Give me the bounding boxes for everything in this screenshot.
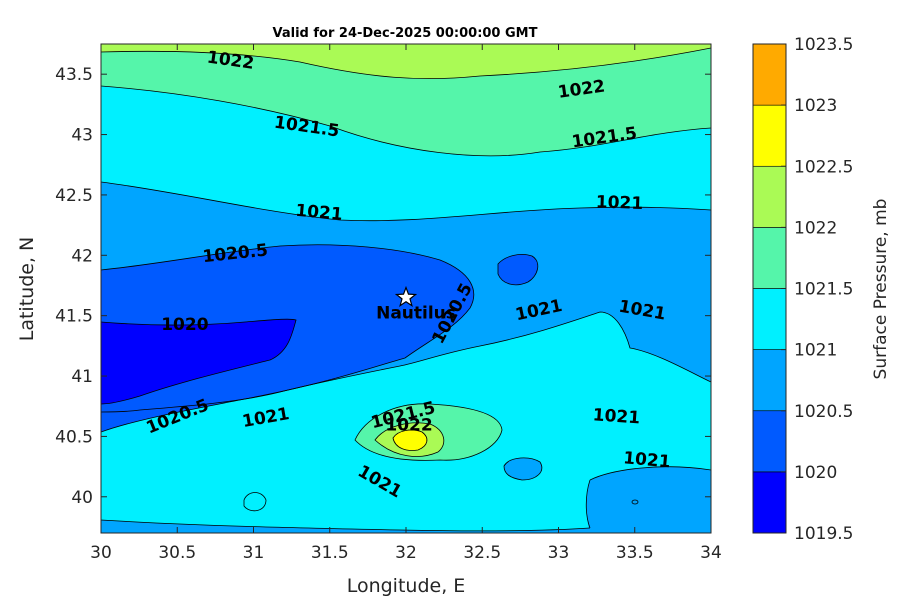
colorbar-tick-label: 1020 (794, 463, 837, 483)
y-tick-label: 40 (71, 488, 93, 508)
station-label: Nautilus (376, 304, 456, 324)
band-1019_5-west-low (101, 319, 296, 404)
y-tick-label: 43.5 (55, 65, 93, 85)
x-tick-label: 31 (243, 543, 265, 563)
band-1022_5-core (393, 430, 427, 451)
contour-label: 1021 (595, 192, 643, 214)
colorbar-segment (752, 288, 787, 350)
x-axis-ticks: 30 30.5 31 31.5 32 32.5 33 33.5 34 (90, 44, 722, 563)
chart-title: Valid for 24-Dec-2025 00:00:00 GMT (273, 26, 538, 41)
colorbar-tick-label: 1019.5 (794, 524, 853, 544)
contour-label: 1021 (592, 405, 641, 428)
colorbar-tick-label: 1023.5 (794, 35, 853, 55)
contour-label: 1020 (161, 315, 208, 335)
colorbar-segment (752, 410, 787, 473)
band-1020_5-south-strip (101, 520, 590, 533)
band-1020_5-southeast (586, 466, 711, 533)
y-tick-label: 41.5 (55, 307, 93, 327)
x-tick-label: 34 (700, 543, 722, 563)
contour-line-layer (101, 47, 711, 532)
colorbar-tick-label: 1020.5 (794, 402, 853, 422)
x-tick-label: 30.5 (158, 543, 196, 563)
colorbar-tick-label: 1023 (794, 96, 837, 116)
star-icon (394, 285, 418, 308)
colorbar-tick-label: 1021.5 (794, 280, 853, 300)
colorbar-tick-label: 1021 (794, 341, 837, 361)
x-tick-label: 33.5 (616, 543, 654, 563)
y-axis-label: Latitude, N (16, 237, 38, 342)
contour-label: 1022 (385, 415, 432, 435)
contour-label: 1021 (622, 448, 671, 472)
colorbar-label: Surface Pressure, mb (871, 199, 891, 380)
band-1020_5-small-cell-east (504, 457, 542, 480)
y-tick-label: 43 (71, 126, 93, 146)
colorbar-segment (752, 227, 787, 289)
colorbar-ticks: 1019.5 1020 1020.5 1021 1021.5 1022 1022.5 1023… (781, 35, 853, 544)
contour-label: 1021 (295, 201, 344, 225)
contour-fill-layer (101, 44, 711, 533)
colorbar-segment (752, 349, 787, 412)
y-tick-label: 42.5 (55, 186, 93, 206)
y-tick-label: 40.5 (55, 427, 93, 447)
colorbar (752, 43, 787, 534)
band-1020-small-cell (498, 254, 538, 285)
band-1021-island-southwest (244, 492, 266, 511)
band-1021_5-top (101, 44, 711, 156)
colorbar-segment (752, 165, 787, 228)
x-axis-label: Longitude, E (347, 575, 466, 597)
x-tick-label: 30 (90, 543, 112, 563)
x-tick-label: 32.5 (463, 543, 501, 563)
y-tick-label: 42 (71, 246, 93, 266)
colorbar-segment (752, 43, 787, 106)
colorbar-tick-label: 1022.5 (794, 157, 853, 177)
x-tick-label: 31.5 (311, 543, 349, 563)
colorbar-tick-label: 1022 (794, 218, 837, 238)
x-tick-label: 33 (548, 543, 570, 563)
y-axis-ticks: 40 40.5 41 41.5 42 42.5 43 43.5 (55, 65, 711, 508)
x-tick-label: 32 (395, 543, 417, 563)
colorbar-segment (752, 104, 787, 167)
y-tick-label: 41 (71, 367, 93, 387)
station-marker-group: Nautilus (376, 285, 456, 324)
colorbar-segment (752, 471, 787, 534)
